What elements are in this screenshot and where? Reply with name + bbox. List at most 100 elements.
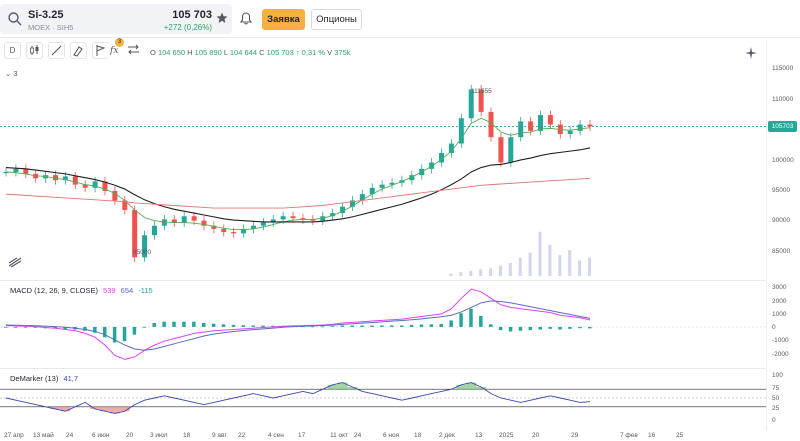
fx-icon: fx [109,46,118,56]
candle-body [211,225,217,229]
macd-histogram-bar [548,326,552,329]
time-tick: 6 июн [92,432,110,439]
macd-legend[interactable]: MACD (12, 26, 9, CLOSE) 539 654 -115 [10,286,153,295]
candle-body [250,225,256,229]
time-tick: 13 май [33,432,54,439]
compare-button[interactable] [126,42,143,59]
macd-histogram-bar [132,326,137,335]
macd-histogram-bar [588,326,592,329]
macd-histogram-bar [231,324,236,327]
macd-value: 539 [103,286,116,295]
options-button[interactable]: Опционы [311,9,362,30]
flag-tool-button[interactable] [92,42,109,59]
candle-body [340,206,346,214]
time-tick: 3 июл [150,432,168,439]
candle-body [201,220,207,226]
volume-bar [558,255,562,276]
macd-histogram-bar [221,324,226,327]
search-icon [8,12,22,26]
macd-histogram-bar [439,324,444,327]
star-icon[interactable] [216,12,228,24]
time-tick: 16 [648,432,656,439]
macd-histogram-bar [528,326,533,331]
macd-histogram-bar [409,324,414,327]
macd-tick: -2000 [772,351,789,358]
macd-histogram-bar [83,326,87,331]
candle-body [82,184,88,188]
candle-body [161,219,167,226]
macd-histogram-bar [53,326,57,329]
time-tick: 24 [354,432,362,439]
time-tick: 6 ноя [383,432,400,439]
order-button[interactable]: Заявка [262,9,305,30]
price-tick: 85000 [772,248,791,255]
macd-histogram-bar [419,324,424,327]
demarker-overbought-fill [327,384,338,390]
collapse-indicators-toggle[interactable]: ⌄ 3 [5,69,18,78]
candle-body [290,216,296,219]
macd-histogram-bar [508,326,513,332]
candle-body [171,219,177,223]
candle-body [23,168,29,174]
candle-body [538,115,544,131]
volume-bar [518,257,522,276]
instrument-search[interactable]: Si-3.25 MOEX · SIH5 105 703 +272 (0,26%) [0,4,232,34]
candle-body [359,194,365,201]
time-tick: 2025 [499,432,514,439]
demarker-overbought-fill [347,387,358,390]
period-button[interactable]: D [4,42,21,59]
macd-histogram-bar [241,325,246,327]
demarker-oversold-fill [60,406,71,412]
ohlc-volume-label: V [327,48,333,57]
macd-histogram-bar [310,326,315,328]
candle-body [488,111,494,138]
candle-body [478,89,484,112]
candle-body [260,222,266,226]
instrument-price: 105 703 [172,9,212,21]
bell-icon[interactable] [240,12,252,25]
ohlc-close-label: C [259,48,265,57]
demarker-oversold-fill [109,406,120,414]
candle-body [577,124,583,131]
volume-bar [489,268,493,276]
demarker-tick: 25 [772,405,780,412]
macd-histogram-bar [261,325,265,327]
macd-histogram-value: -115 [138,286,153,295]
volume-bar [459,272,463,276]
time-tick: 13 [475,432,483,439]
macd-histogram-bar [211,323,216,327]
low-price-label: 85000 [133,249,152,256]
candle-body [132,209,138,258]
macd-histogram-bar [479,315,483,327]
macd-histogram-bar [340,325,345,327]
candles-button[interactable] [26,42,43,59]
price-tick: 90000 [772,217,791,224]
macd-histogram-bar [23,326,28,328]
sparkle-icon[interactable] [745,47,757,59]
candle-body [448,143,454,154]
price-axis-divider [766,40,767,430]
ruler-icon[interactable] [8,256,22,268]
candle-body [151,225,157,236]
demarker-oversold-fill [90,406,101,409]
candle-body [587,124,593,127]
candle-body [349,200,355,207]
macd-histogram-bar [63,326,67,330]
candle-body [270,219,276,223]
demarker-oversold-fill [50,406,61,409]
macd-histogram-bar [578,326,582,329]
candle-body [567,130,573,135]
demarker-title: DeMarker (13) [10,374,59,383]
price-tick: 110000 [772,96,794,103]
candle-body [102,181,108,191]
candle-body [409,175,415,181]
candle-body [439,153,445,163]
volume-bar [449,273,453,276]
indicator-count-badge: 3 [115,38,124,47]
volume-bar [528,252,532,276]
time-tick: 9 авг [212,432,227,439]
brush-tool-button[interactable] [70,42,87,59]
line-tool-button[interactable] [48,42,65,59]
demarker-legend[interactable]: DeMarker (13) 41,7 [10,374,78,383]
